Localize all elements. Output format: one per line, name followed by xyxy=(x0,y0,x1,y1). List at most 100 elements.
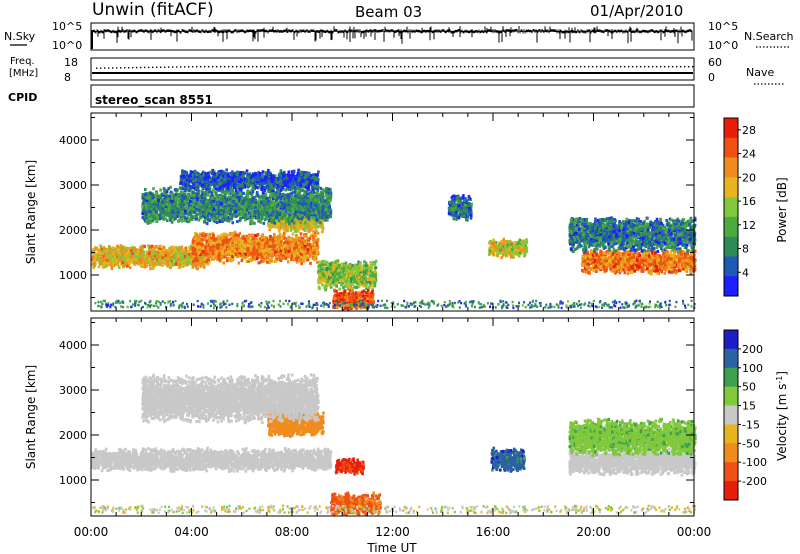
heatmap-cell xyxy=(234,240,237,244)
heatmap-cell xyxy=(226,246,229,250)
heatmap-cell xyxy=(135,255,139,259)
heatmap-cell xyxy=(288,254,292,258)
heatmap-cell xyxy=(301,250,304,254)
heatmap-cell xyxy=(220,233,223,237)
nave-dot xyxy=(300,66,302,68)
nave-dot xyxy=(124,67,126,69)
heatmap-cell xyxy=(200,257,203,261)
heatmap-cell xyxy=(306,222,309,226)
nave-dot xyxy=(264,66,266,68)
heatmap-cell xyxy=(279,255,283,259)
heatmap-cell xyxy=(298,189,301,193)
heatmap-cell xyxy=(261,233,264,237)
heatmap-cell xyxy=(156,258,160,262)
heatmap-cell xyxy=(218,212,222,216)
heatmap-cell xyxy=(277,229,281,233)
heatmap-cell xyxy=(227,250,231,254)
heatmap-cell xyxy=(329,188,332,192)
heatmap-cell xyxy=(295,217,298,221)
heatmap-cell xyxy=(118,246,121,250)
heatmap-cell xyxy=(100,256,104,260)
nave-dot xyxy=(612,66,614,68)
nave-dot xyxy=(104,67,106,69)
heatmap-cell xyxy=(106,249,109,253)
heatmap-cell xyxy=(265,240,268,244)
heatmap-cell xyxy=(259,206,262,210)
heatmap-cell xyxy=(126,264,129,268)
heatmap-cell xyxy=(191,265,195,269)
heatmap-cell xyxy=(187,249,190,253)
nave-dot xyxy=(108,67,110,69)
heatmap-cell xyxy=(207,243,211,247)
heatmap-cell xyxy=(190,210,193,214)
nave-dot xyxy=(684,66,686,68)
nave-dot xyxy=(360,66,362,68)
heatmap-cell xyxy=(292,223,296,227)
heatmap-cell xyxy=(254,233,257,237)
heatmap-cell xyxy=(321,226,325,230)
heatmap-cell xyxy=(298,219,302,223)
nave-dot xyxy=(664,66,666,68)
heatmap-cell xyxy=(255,257,259,261)
heatmap-cell xyxy=(268,247,271,251)
heatmap-cell xyxy=(222,235,226,239)
heatmap-cell xyxy=(253,251,257,255)
heatmap-cell xyxy=(268,254,271,258)
heatmap-cell xyxy=(253,221,256,225)
heatmap-cell xyxy=(145,220,148,224)
heatmap-cell xyxy=(91,248,95,252)
freq-strip-frame xyxy=(90,57,695,81)
heatmap-cell xyxy=(282,228,286,232)
heatmap-cell xyxy=(231,243,234,247)
heatmap-cell xyxy=(184,246,188,250)
heatmap-cell xyxy=(298,259,302,263)
heatmap-cell xyxy=(172,257,175,261)
heatmap-cell xyxy=(129,249,133,253)
heatmap-cell xyxy=(306,248,309,252)
heatmap-cell xyxy=(176,247,179,251)
heatmap-cell xyxy=(270,240,273,244)
nave-dot xyxy=(120,67,122,69)
heatmap-cell xyxy=(157,247,160,251)
heatmap-cell xyxy=(200,238,204,242)
heatmap-cell xyxy=(147,218,150,222)
nave-dot xyxy=(336,66,338,68)
heatmap-cell xyxy=(276,219,279,223)
nave-dot xyxy=(576,66,578,68)
heatmap-cell xyxy=(217,246,220,250)
heatmap-cell xyxy=(314,254,317,258)
heatmap-cell xyxy=(255,194,258,198)
heatmap-cell xyxy=(313,243,316,247)
nave-dot xyxy=(532,66,534,68)
heatmap-cell xyxy=(164,250,168,254)
heatmap-cell xyxy=(238,249,241,253)
heatmap-cell xyxy=(241,239,244,243)
heatmap-cell xyxy=(316,215,320,219)
heatmap-cell xyxy=(177,255,180,259)
heatmap-cell xyxy=(200,214,204,218)
nave-dot xyxy=(396,66,398,68)
heatmap-cell xyxy=(143,244,146,248)
nave-dot xyxy=(164,66,166,68)
heatmap-cell xyxy=(104,256,107,260)
heatmap-cell xyxy=(238,231,242,235)
nave-dot xyxy=(136,66,138,69)
heatmap-cell xyxy=(196,246,199,250)
heatmap-cell xyxy=(262,249,266,253)
heatmap-cell xyxy=(163,247,166,251)
heatmap-cell xyxy=(113,260,117,264)
heatmap-cell xyxy=(305,225,308,229)
heatmap-cell xyxy=(173,254,177,258)
heatmap-cell xyxy=(204,233,208,237)
heatmap-cell xyxy=(291,248,294,252)
heatmap-cell xyxy=(296,224,299,228)
heatmap-cell xyxy=(300,226,303,230)
nave-dot xyxy=(592,66,594,68)
nave-dot xyxy=(564,66,566,68)
nave-dot xyxy=(288,66,290,68)
heatmap-cell xyxy=(245,259,249,263)
cpid-strip-frame xyxy=(90,84,695,108)
heatmap-cell xyxy=(180,249,184,253)
heatmap-cell xyxy=(185,261,189,265)
heatmap-cell xyxy=(218,249,222,253)
